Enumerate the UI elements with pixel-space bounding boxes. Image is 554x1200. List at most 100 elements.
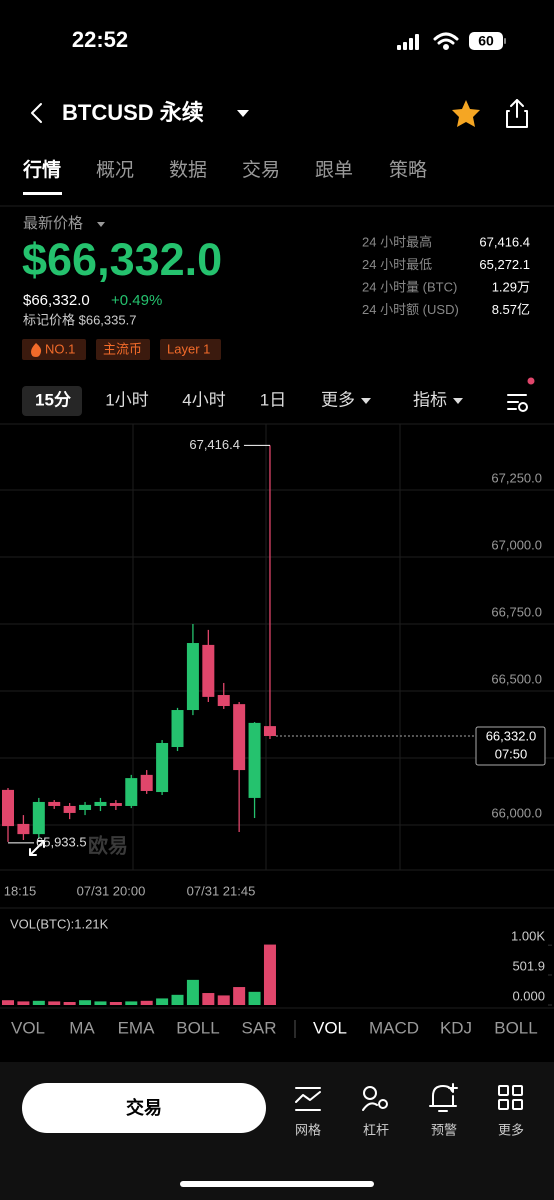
stat-label: 24 小时额 (USD): [362, 302, 459, 317]
volume-bar: [48, 1001, 61, 1005]
symbol-dropdown[interactable]: [237, 110, 249, 117]
settings-button[interactable]: [507, 394, 528, 412]
candle-body: [79, 804, 92, 810]
indicator[interactable]: KDJ: [440, 1018, 472, 1037]
indicator-bar: VOL MA EMA BOLL SAR VOL MACD KDJ BOLL: [11, 1018, 538, 1037]
indicator[interactable]: EMA: [118, 1018, 156, 1037]
status-time: 22:52: [72, 27, 128, 52]
tab[interactable]: 行情: [22, 158, 61, 181]
expand-button[interactable]: [29, 840, 45, 856]
stat-value: 67,416.4: [479, 234, 530, 249]
tool-label[interactable]: 网格: [295, 1122, 321, 1137]
trade-button[interactable]: [22, 1083, 266, 1133]
more-icon[interactable]: [498, 1085, 523, 1110]
y-tick-label: 67,000.0: [491, 537, 542, 552]
volume-bar: [202, 993, 215, 1005]
battery-icon: [469, 32, 503, 50]
signal-icon: [397, 34, 419, 50]
last-price-label: 66,332.0: [486, 728, 537, 743]
tag-bg: [160, 339, 221, 360]
interval[interactable]: 更多: [321, 390, 355, 409]
candle-body: [156, 742, 169, 793]
mark-price: 标记价格 $66,335.7: [23, 312, 136, 327]
favorite-star[interactable]: [452, 100, 480, 127]
price-change: +0.49%: [111, 292, 162, 309]
leverage-icon[interactable]: [362, 1086, 388, 1111]
candle-body: [48, 801, 61, 806]
volume-bar: [63, 1002, 76, 1005]
tab[interactable]: 交易: [242, 159, 280, 181]
indicator[interactable]: VOL: [11, 1018, 45, 1037]
interval[interactable]: 指标: [413, 390, 447, 409]
interval[interactable]: 1日: [260, 390, 286, 409]
candle-body: [233, 704, 246, 771]
volume-bar: [109, 1002, 122, 1005]
stat-label: 24 小时量 (BTC): [362, 279, 457, 294]
tab[interactable]: 跟单: [315, 159, 353, 181]
candlestick-chart[interactable]: 欧易 66,000.0 66,500.0 66,750.0 67,000.0 67,25…: [0, 424, 554, 870]
volume-bar: [156, 998, 169, 1005]
dropdown-arrow: [453, 398, 463, 404]
candle-body: [94, 801, 107, 806]
grid-icon[interactable]: [295, 1087, 321, 1111]
x-tick-label: 18:15: [4, 883, 37, 898]
stat-label: 24 小时最低: [362, 257, 432, 272]
stat-value: 1.29万: [492, 279, 530, 294]
notification-dot: [527, 377, 535, 385]
trade-button-label[interactable]: 交易: [126, 1097, 162, 1118]
usd-price: $66,332.0: [23, 292, 90, 309]
high-label: 67,416.4: [189, 437, 240, 452]
indicator[interactable]: VOL: [313, 1018, 347, 1037]
y-tick-label: 66,500.0: [491, 671, 542, 686]
share-button[interactable]: [506, 99, 528, 128]
volume-title: VOL(BTC):1.21K: [10, 916, 109, 931]
stats-table: 24 小时最高 67,416.4 24 小时最低 65,272.1 24 小时量 (BT…: [362, 234, 530, 317]
tool-label[interactable]: 杠杆: [363, 1122, 389, 1137]
volume-bar: [94, 1001, 107, 1005]
indicator[interactable]: SAR: [242, 1018, 277, 1037]
candle-body: [109, 803, 122, 806]
last-price: $66,332.0: [22, 234, 222, 285]
home-indicator: [180, 1181, 374, 1187]
interval[interactable]: 4小时: [182, 390, 225, 409]
last-price-box: [475, 726, 546, 766]
symbol-title[interactable]: BTCUSD 永续: [62, 100, 204, 125]
indicator[interactable]: MA: [69, 1018, 95, 1037]
tag-bg: [96, 339, 150, 360]
tab[interactable]: 概况: [96, 159, 134, 181]
stat-value: 65,272.1: [479, 257, 530, 272]
candle-body: [171, 710, 184, 748]
y-tick-label: 66,000.0: [491, 805, 542, 820]
tool-label[interactable]: 更多: [498, 1122, 524, 1137]
volume-bar: [186, 979, 199, 1005]
tab[interactable]: 策略: [389, 159, 427, 181]
volume-bar: [125, 1001, 138, 1005]
tag: NO.1: [45, 341, 75, 356]
back-button[interactable]: [31, 103, 42, 123]
alert-icon[interactable]: [429, 1083, 458, 1112]
stat-label: 24 小时最高: [362, 234, 432, 249]
indicator[interactable]: MACD: [369, 1018, 419, 1037]
wifi-icon: [433, 32, 459, 50]
indicator[interactable]: BOLL: [176, 1018, 219, 1037]
volume-bar: [263, 944, 276, 1005]
volume-chart: 0.000 501.9 1.00K: [2, 929, 552, 1006]
interval[interactable]: 1小时: [105, 390, 148, 409]
price-label-dropdown: [97, 222, 105, 227]
y-tick-label: 1.00K: [511, 929, 545, 944]
y-tick-label: 66,750.0: [491, 604, 542, 619]
tag-list: NO.1 主流币 Layer 1: [22, 339, 221, 360]
interval[interactable]: 15分: [35, 390, 71, 409]
candle-body: [248, 722, 261, 798]
tab-underline: [23, 192, 62, 195]
price-label[interactable]: 最新价格: [23, 215, 83, 232]
tab[interactable]: 数据: [169, 159, 207, 181]
tool-label[interactable]: 预警: [431, 1122, 457, 1137]
battery-level: 60: [478, 33, 494, 49]
indicator[interactable]: BOLL: [494, 1018, 537, 1037]
volume-bar: [233, 987, 246, 1005]
candle-body: [32, 801, 45, 835]
candle-body: [202, 644, 215, 697]
volume-bar: [248, 991, 261, 1005]
